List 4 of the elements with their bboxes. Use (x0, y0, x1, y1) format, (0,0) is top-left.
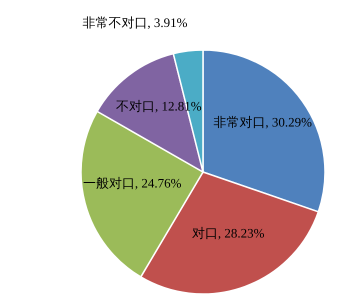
slice-label: 非常对口, 30.29% (213, 114, 312, 130)
slice-label: 一般对口, 24.76% (82, 176, 182, 191)
slice-label: 对口, 28.23% (192, 226, 265, 241)
slice-label: 非常不对口, 3.91% (82, 15, 188, 30)
